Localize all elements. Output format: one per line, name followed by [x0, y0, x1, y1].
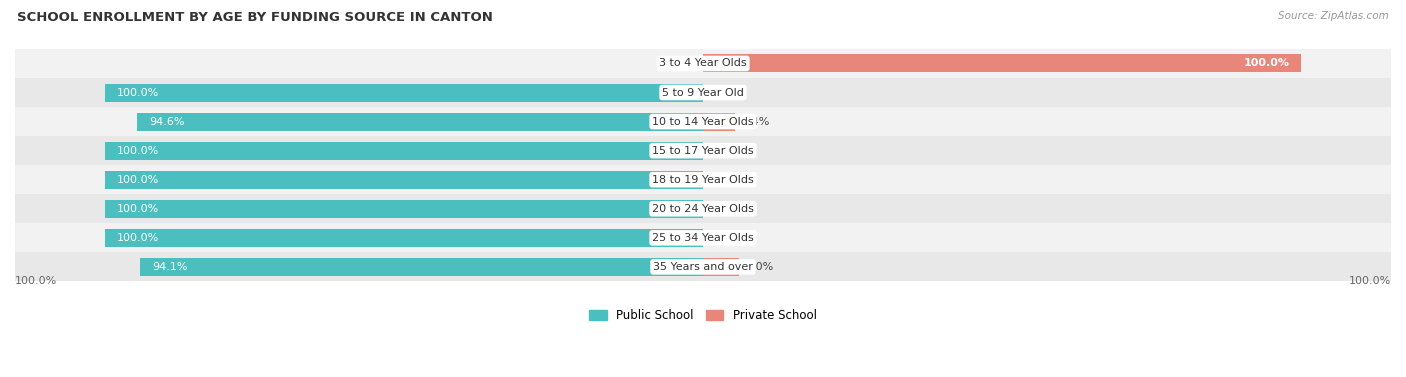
- Text: 100.0%: 100.0%: [117, 146, 159, 156]
- Bar: [104, 142, 703, 159]
- Text: 0.0%: 0.0%: [709, 146, 737, 156]
- Text: 18 to 19 Year Olds: 18 to 19 Year Olds: [652, 175, 754, 185]
- Text: 0.0%: 0.0%: [709, 175, 737, 185]
- Text: 0.0%: 0.0%: [709, 233, 737, 243]
- Text: 100.0%: 100.0%: [1348, 276, 1391, 286]
- Text: 94.6%: 94.6%: [149, 116, 184, 127]
- Bar: [104, 171, 703, 189]
- Bar: [104, 229, 703, 247]
- Bar: [15, 107, 1391, 136]
- Text: 100.0%: 100.0%: [117, 175, 159, 185]
- Bar: [15, 194, 1391, 223]
- Text: 0.0%: 0.0%: [669, 58, 697, 69]
- Text: 94.1%: 94.1%: [152, 262, 187, 272]
- Bar: [136, 113, 703, 130]
- Text: 3 to 4 Year Olds: 3 to 4 Year Olds: [659, 58, 747, 69]
- Bar: [15, 165, 1391, 194]
- Bar: [141, 258, 703, 276]
- Text: 5 to 9 Year Old: 5 to 9 Year Old: [662, 87, 744, 98]
- Bar: [104, 84, 703, 101]
- Bar: [15, 252, 1391, 281]
- Text: 100.0%: 100.0%: [15, 276, 58, 286]
- Bar: [15, 78, 1391, 107]
- Legend: Public School, Private School: Public School, Private School: [585, 304, 821, 326]
- Text: 100.0%: 100.0%: [117, 87, 159, 98]
- Bar: [15, 223, 1391, 252]
- Text: 100.0%: 100.0%: [117, 233, 159, 243]
- Text: 15 to 17 Year Olds: 15 to 17 Year Olds: [652, 146, 754, 156]
- Text: 0.0%: 0.0%: [709, 204, 737, 214]
- Text: Source: ZipAtlas.com: Source: ZipAtlas.com: [1278, 11, 1389, 21]
- Text: 6.0%: 6.0%: [745, 262, 773, 272]
- Text: 100.0%: 100.0%: [1243, 58, 1289, 69]
- Text: 10 to 14 Year Olds: 10 to 14 Year Olds: [652, 116, 754, 127]
- Bar: [15, 49, 1391, 78]
- Text: 5.4%: 5.4%: [741, 116, 769, 127]
- Bar: [15, 136, 1391, 165]
- Text: 100.0%: 100.0%: [117, 204, 159, 214]
- Bar: [104, 200, 703, 218]
- Bar: [703, 258, 740, 276]
- Text: 20 to 24 Year Olds: 20 to 24 Year Olds: [652, 204, 754, 214]
- Text: SCHOOL ENROLLMENT BY AGE BY FUNDING SOURCE IN CANTON: SCHOOL ENROLLMENT BY AGE BY FUNDING SOUR…: [17, 11, 492, 24]
- Text: 35 Years and over: 35 Years and over: [652, 262, 754, 272]
- Bar: [703, 113, 735, 130]
- Text: 0.0%: 0.0%: [709, 87, 737, 98]
- Bar: [703, 54, 1302, 72]
- Text: 25 to 34 Year Olds: 25 to 34 Year Olds: [652, 233, 754, 243]
